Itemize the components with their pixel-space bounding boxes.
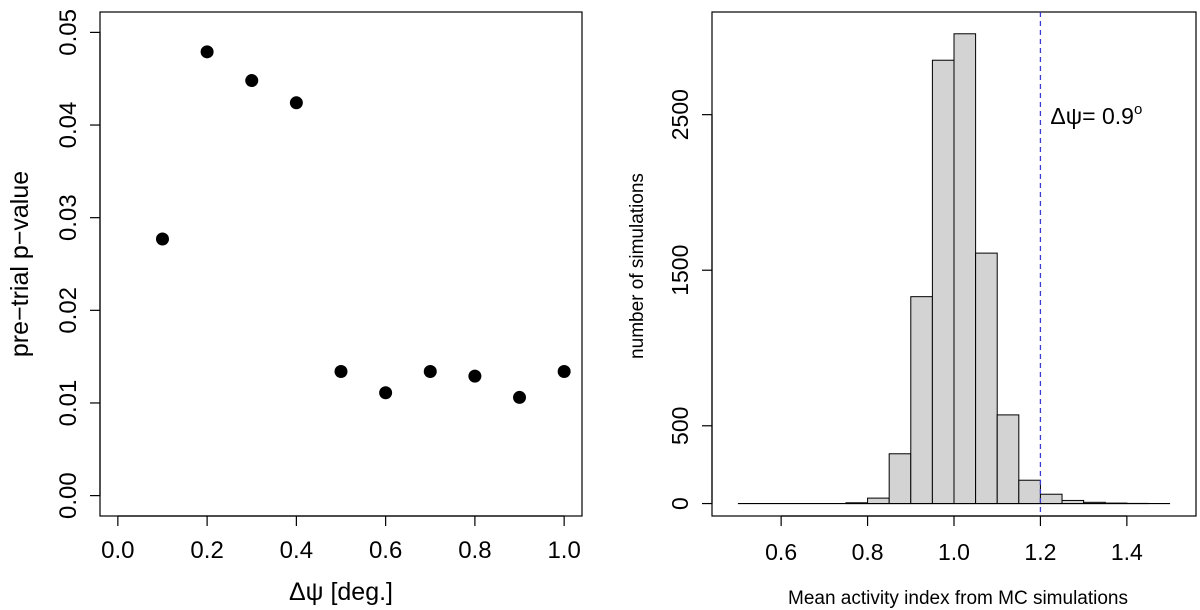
left-x-tick-label: 0.0 (101, 537, 134, 564)
left-x-tick-label: 0.4 (280, 537, 313, 564)
right-x-tick-label: 0.8 (852, 539, 884, 565)
right-y-tick-label: 2500 (667, 89, 693, 140)
left-x-tick-label: 0.6 (369, 537, 402, 564)
left-scatter-panel: 0.0 0.2 0.4 0.6 0.8 1.0 0.000.010.020.030.040… (6, 9, 583, 606)
left-x-tick-label: 1.0 (547, 537, 580, 564)
left-y-tick-label: 0.02 (55, 287, 82, 334)
scatter-point (334, 364, 348, 378)
right-y-axis-label: number of simulations (627, 173, 648, 359)
left-plot-frame (99, 11, 583, 517)
left-y-tick-label: 0.01 (55, 380, 82, 427)
right-x-tick-label: 1.2 (1024, 539, 1056, 565)
scatter-point (423, 364, 437, 378)
histogram-bar (975, 252, 998, 505)
right-x-axis: 0.6 0.8 1.0 1.2 1.4 (765, 515, 1143, 565)
right-y-tick-label: 500 (667, 407, 693, 445)
histogram-bar (1018, 479, 1041, 505)
scatter-point (379, 386, 393, 400)
scatter-point (245, 74, 259, 88)
scatter-point (513, 390, 527, 404)
scatter-point (155, 232, 169, 246)
right-histogram-panel: Δψ= 0.9o 0.6 0.8 1.0 1.2 1.4 0 500 1500 2500 Me… (627, 11, 1197, 609)
right-y-tick-label: 1500 (667, 245, 693, 296)
left-y-axis-label: pre−trial p−value (6, 171, 34, 357)
right-x-tick-label: 1.4 (1111, 539, 1143, 565)
histogram-bars (845, 33, 1149, 505)
right-y-axis: 0 500 1500 2500 (667, 89, 713, 510)
histogram-bar (931, 59, 955, 505)
reference-annotation-text: Δψ= 0.9 (1050, 103, 1134, 129)
left-y-tick-label: 0.03 (55, 194, 82, 241)
reference-annotation-superscript: o (1134, 101, 1142, 118)
right-x-tick-label: 0.6 (765, 539, 797, 565)
histogram-bar (888, 453, 912, 505)
left-y-tick-label: 0.05 (55, 9, 82, 56)
left-x-axis: 0.0 0.2 0.4 0.6 0.8 1.0 (101, 515, 581, 564)
reference-annotation: Δψ= 0.9o (1050, 101, 1142, 129)
left-x-tick-label: 0.8 (458, 537, 491, 564)
right-y-tick-label: 0 (667, 497, 693, 510)
scatter-point (468, 369, 482, 383)
left-x-tick-label: 0.2 (190, 537, 223, 564)
histogram-bar (910, 296, 933, 505)
histogram-bar (867, 497, 890, 505)
histogram-bar (996, 414, 1020, 505)
left-y-tick-label: 0.04 (55, 102, 82, 149)
left-data-points (155, 45, 571, 404)
right-x-tick-label: 1.0 (938, 539, 970, 565)
right-x-axis-label: Mean activity index from MC simulations (788, 588, 1128, 609)
scatter-point (557, 364, 571, 378)
left-x-axis-label: Δψ [deg.] (289, 578, 393, 606)
histogram-bar (953, 33, 977, 505)
histogram-bar (1039, 493, 1063, 505)
left-y-axis: 0.00 0.01 0.02 0.03 0.04 0.05 (55, 9, 101, 519)
scatter-point (200, 45, 214, 59)
left-y-tick-label: 0.00 (55, 472, 82, 519)
scatter-point (289, 96, 303, 110)
